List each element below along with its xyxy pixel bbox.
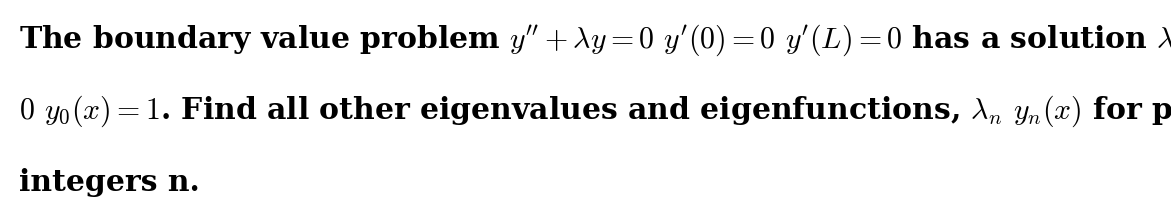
Text: integers n.: integers n. [19, 168, 199, 196]
Text: The boundary value problem $y'' + \lambda y = 0$ $y'(0) = 0$ $y'(L) = 0$ has a s: The boundary value problem $y'' + \lambd… [19, 22, 1171, 58]
Text: $0$ $y_0(x) = 1$. Find all other eigenvalues and eigenfunctions, $\lambda_n$ $y_: $0$ $y_0(x) = 1$. Find all other eigenva… [19, 93, 1171, 129]
